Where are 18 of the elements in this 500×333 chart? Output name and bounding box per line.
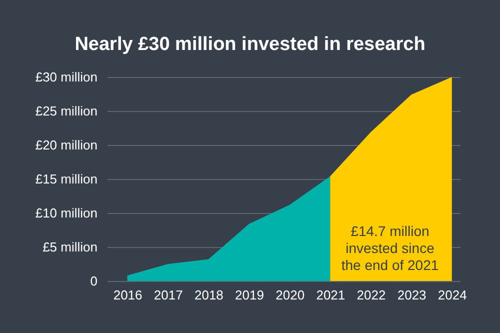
x-tick-label: 2018 — [194, 288, 224, 302]
x-tick-label: 2024 — [438, 288, 467, 302]
x-tick-label: 2020 — [276, 288, 305, 302]
y-tick-label: £20 million — [35, 138, 98, 152]
annotation: £14.7 million invested since the end of 2021 — [341, 223, 439, 273]
y-tick-label: £30 million — [35, 70, 98, 84]
x-tick-label: 2017 — [154, 288, 183, 302]
chart-title: Nearly £30 million invested in research — [74, 34, 426, 55]
x-tick-label: 2023 — [397, 288, 426, 302]
y-tick-label: £10 million — [35, 206, 98, 220]
x-tick-label: 2019 — [235, 288, 264, 302]
x-tick-label: 2022 — [356, 288, 386, 302]
x-tick-label: 2016 — [113, 288, 142, 302]
y-tick-label: £15 million — [35, 172, 98, 186]
y-tick-label: £5 million — [42, 240, 98, 254]
y-tick-label: £25 million — [35, 104, 98, 118]
x-tick-label: 2021 — [316, 288, 346, 302]
y-tick-label: 0 — [90, 274, 98, 288]
